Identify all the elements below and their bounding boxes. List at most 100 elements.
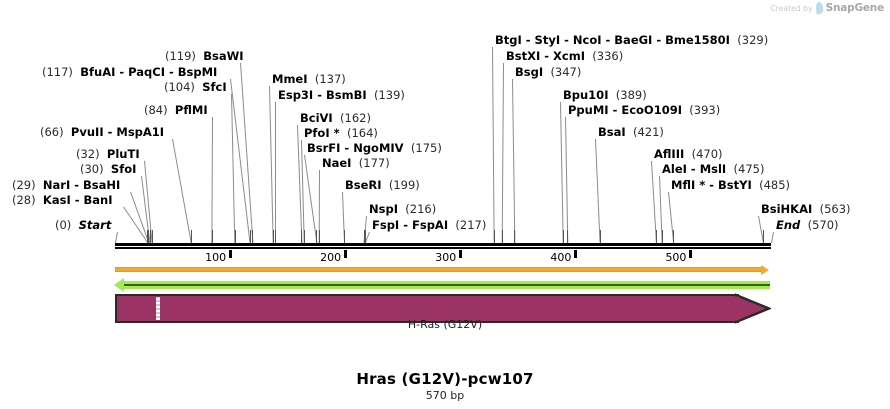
enzyme-label-btgi-group[interactable]: BtgI - StyI - NcoI - BaeGI - Bme1580I (3… <box>495 34 768 47</box>
green-arrowhead-left-icon <box>114 278 124 292</box>
enzyme-label-bpu10i[interactable]: Bpu10I (389) <box>563 89 647 102</box>
enzyme-label-fspi-group[interactable]: FspI - FspAI (217) <box>372 219 486 232</box>
ruler-tick-label-300: 300 <box>435 251 457 264</box>
ruler-tick-label-500: 500 <box>665 251 687 264</box>
enzyme-name-sfci: SfcI <box>202 80 227 94</box>
enzyme-position-bcivi: (162) <box>340 111 371 125</box>
enzyme-position-alei-group: (475) <box>733 162 765 176</box>
ruler-tick-32 <box>152 230 153 243</box>
snapgene-brand-label: SnapGene <box>825 2 885 14</box>
enzyme-label-sfoi[interactable]: (30) SfoI <box>80 163 136 176</box>
enzyme-name-kasi-group: KasI - BanI <box>42 193 113 207</box>
enzyme-position-aflii: (470) <box>691 147 723 161</box>
enzyme-label-naei[interactable]: NaeI (177) <box>322 157 390 170</box>
enzyme-label-bcivi[interactable]: BciVI (162) <box>300 112 371 125</box>
ruler-tick-485 <box>673 230 674 243</box>
snapgene-leaf-icon <box>815 1 824 15</box>
leader-line-ppumi-group <box>565 116 569 243</box>
enzyme-label-bsawi[interactable]: (119) BsaWI <box>165 50 244 63</box>
ruler-major-tick-200 <box>344 250 348 258</box>
enzyme-label-pfoi[interactable]: PfoI * (164) <box>304 127 378 140</box>
enzyme-position-bpu10i: (389) <box>615 88 647 102</box>
enzyme-position-bfuai-group: (117) <box>42 65 73 79</box>
enzyme-name-pfoi: PfoI * <box>304 126 340 140</box>
ruler-baseline-upper <box>115 243 771 246</box>
enzyme-label-pflmi[interactable]: (84) PflMI <box>144 104 208 117</box>
enzyme-label-bsrfi-group[interactable]: BsrFI - NgoMIV (175) <box>307 142 442 155</box>
enzyme-label-sfci[interactable]: (104) SfcI <box>164 81 227 94</box>
leader-line-pvuii-group <box>172 138 192 243</box>
ruler-tick-563 <box>763 230 764 243</box>
ruler-tick-389 <box>563 230 564 243</box>
enzyme-name-aflii: AflIII <box>654 147 685 161</box>
ruler-tick-104 <box>235 230 236 243</box>
enzyme-label-bsgi[interactable]: BsgI (347) <box>515 66 581 79</box>
enzyme-position-start: (0) <box>55 218 72 232</box>
ruler-tick-329 <box>494 230 495 243</box>
page-title: Hras (G12V)-pcw107 <box>356 370 534 388</box>
enzyme-name-bsrfi-group: BsrFI - NgoMIV <box>307 141 404 155</box>
enzyme-name-bseri: BseRI <box>345 178 382 192</box>
ruler-tick-66 <box>191 230 192 243</box>
enzyme-name-mfli-group: MflI * - BstYI <box>671 178 752 192</box>
ruler-major-tick-500 <box>689 250 693 258</box>
enzyme-label-alei-group[interactable]: AleI - MslI (475) <box>662 163 764 176</box>
enzyme-name-end: End <box>776 218 801 232</box>
enzyme-position-nspi: (216) <box>405 202 437 216</box>
ruler-tick-199 <box>344 230 345 243</box>
enzyme-label-ppumi-group[interactable]: PpuMI - EcoO109I (393) <box>568 104 720 117</box>
hras-mutation-marker <box>156 297 160 320</box>
enzyme-label-pvuii-group[interactable]: (66) PvuII - MspA1I <box>40 126 164 139</box>
leader-line-bsgi <box>512 78 516 243</box>
enzyme-name-nari-group: NarI - BsaHI <box>42 178 121 192</box>
enzyme-name-btgi-group: BtgI - StyI - NcoI - BaeGI - Bme1580I <box>495 33 730 47</box>
enzyme-label-bsihkai[interactable]: BsiHKAI (563) <box>761 203 851 216</box>
enzyme-label-plutii[interactable]: (32) PluTI <box>76 148 140 161</box>
leader-line-pflmi <box>211 117 214 244</box>
enzyme-position-nari-group: (29) <box>12 178 36 192</box>
enzyme-position-mmei: (137) <box>314 72 346 86</box>
enzyme-label-bsai[interactable]: BsaI (421) <box>598 126 664 139</box>
enzyme-position-sfci: (104) <box>164 80 195 94</box>
enzyme-position-kasi-group: (28) <box>12 193 36 207</box>
enzyme-name-sfoi: SfoI <box>110 162 137 176</box>
enzyme-position-pvuii-group: (66) <box>40 125 64 139</box>
enzyme-name-pflmi: PflMI <box>174 103 208 117</box>
enzyme-name-bsgi: BsgI <box>515 65 544 79</box>
enzyme-label-mfli-group[interactable]: MflI * - BstYI (485) <box>671 179 790 192</box>
enzyme-label-start[interactable]: (0) Start <box>55 219 111 232</box>
enzyme-label-bfuai-group[interactable]: (117) BfuAI - PaqCI - BspMI <box>42 66 217 79</box>
enzyme-name-fspi-group: FspI - FspAI <box>372 218 449 232</box>
enzyme-label-esp3i-group[interactable]: Esp3I - BsmBI (139) <box>278 89 405 102</box>
green-feature-centerline <box>124 284 770 286</box>
enzyme-position-bsrfi-group: (175) <box>410 141 442 155</box>
enzyme-label-kasi-group[interactable]: (28) KasI - BanI <box>12 194 113 207</box>
enzyme-label-nspi[interactable]: NspI (216) <box>369 203 436 216</box>
enzyme-label-end[interactable]: End (570) <box>776 219 839 232</box>
enzyme-position-naei: (177) <box>358 156 390 170</box>
enzyme-label-bseri[interactable]: BseRI (199) <box>345 179 420 192</box>
ruler-tick-216 <box>364 230 365 243</box>
enzyme-position-bstxi-group: (336) <box>592 49 624 63</box>
ruler-tick-175 <box>316 230 317 243</box>
enzyme-label-aflii[interactable]: AflIII (470) <box>654 148 723 161</box>
ruler-tick-336 <box>502 230 503 243</box>
enzyme-name-naei: NaeI <box>322 156 352 170</box>
enzyme-label-bstxi-group[interactable]: BstXI - XcmI (336) <box>506 50 623 63</box>
enzyme-name-plutii: PluTI <box>106 147 140 161</box>
enzyme-label-nari-group[interactable]: (29) NarI - BsaHI <box>12 179 120 192</box>
leader-line-btgi-group <box>492 46 495 243</box>
enzyme-position-bsai: (421) <box>632 125 664 139</box>
enzyme-position-plutii: (32) <box>76 147 100 161</box>
ruler-baseline-lower <box>115 247 771 249</box>
ruler-tick-label-200: 200 <box>320 251 342 264</box>
hras-arrowhead-right-icon <box>735 293 771 324</box>
enzyme-name-bcivi: BciVI <box>300 111 333 125</box>
hras-feature-body <box>115 294 739 323</box>
leader-line-end <box>771 232 774 244</box>
leader-line-esp3i-group <box>274 102 276 244</box>
enzyme-name-start: Start <box>78 218 112 232</box>
ruler-tick-421 <box>600 230 601 243</box>
enzyme-label-mmei[interactable]: MmeI (137) <box>272 73 346 86</box>
